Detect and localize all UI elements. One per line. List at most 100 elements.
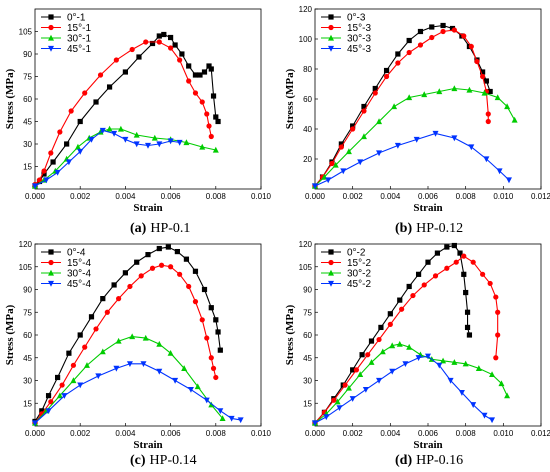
data-point bbox=[41, 168, 47, 174]
legend-marker bbox=[328, 249, 334, 255]
x-tick-label: 0.002 bbox=[343, 192, 364, 201]
data-point bbox=[213, 114, 219, 120]
legend-marker bbox=[48, 269, 54, 276]
series-3 bbox=[312, 85, 518, 189]
data-point bbox=[464, 324, 471, 331]
caption-label: (c) bbox=[130, 453, 146, 468]
data-point bbox=[208, 401, 215, 408]
data-point bbox=[116, 296, 122, 302]
data-point bbox=[464, 309, 471, 315]
y-tick-label: 20 bbox=[303, 155, 312, 164]
data-point bbox=[192, 299, 199, 305]
legend: 0°-115°-130°-145°-1 bbox=[41, 13, 91, 55]
data-point bbox=[312, 420, 318, 427]
data-point bbox=[368, 338, 375, 344]
series-line bbox=[314, 132, 510, 187]
series-4 bbox=[32, 361, 244, 427]
data-point bbox=[440, 28, 446, 35]
data-point bbox=[82, 90, 88, 96]
data-point bbox=[134, 259, 140, 265]
legend: 0°-315°-330°-345°-3 bbox=[321, 13, 371, 55]
x-tick-label: 0.000 bbox=[25, 192, 46, 201]
legend-label: 30°-4 bbox=[67, 269, 91, 280]
data-point bbox=[334, 398, 341, 405]
data-point bbox=[432, 273, 439, 279]
data-point bbox=[88, 136, 95, 143]
data-point bbox=[217, 347, 223, 353]
data-point bbox=[93, 99, 99, 105]
data-point bbox=[61, 393, 68, 399]
data-point bbox=[421, 91, 428, 98]
data-point bbox=[350, 367, 356, 373]
data-point bbox=[368, 359, 375, 365]
legend-marker bbox=[328, 24, 334, 31]
y-tick-label: 60 bbox=[23, 331, 32, 340]
legend-label: 30°-2 bbox=[347, 269, 371, 280]
data-point bbox=[106, 125, 113, 132]
y-tick-label: 90 bbox=[303, 286, 312, 295]
data-point bbox=[402, 361, 409, 368]
data-point bbox=[197, 72, 203, 78]
data-point bbox=[395, 51, 401, 57]
data-point bbox=[156, 368, 163, 375]
data-point bbox=[483, 78, 489, 84]
data-point bbox=[345, 384, 352, 391]
data-point bbox=[325, 177, 332, 184]
series-line bbox=[314, 255, 499, 424]
data-point bbox=[379, 348, 386, 355]
data-point bbox=[228, 415, 235, 422]
data-point bbox=[48, 150, 54, 156]
y-tick-label: 75 bbox=[23, 308, 32, 317]
data-point bbox=[378, 324, 384, 331]
data-point bbox=[359, 352, 365, 358]
y-tick-label: 75 bbox=[23, 73, 32, 82]
data-point bbox=[383, 73, 390, 80]
data-point bbox=[493, 294, 499, 300]
data-point bbox=[451, 27, 457, 33]
data-point bbox=[493, 355, 499, 361]
data-point bbox=[82, 344, 88, 350]
data-point bbox=[451, 135, 458, 142]
y-tick-label: 15 bbox=[303, 399, 312, 408]
caption-text: HP-0.12 bbox=[416, 221, 463, 236]
x-tick-label: 0.000 bbox=[25, 429, 46, 438]
data-point bbox=[156, 141, 163, 148]
series-2 bbox=[312, 27, 491, 189]
data-point bbox=[136, 54, 142, 60]
x-axis-label: Strain bbox=[413, 202, 442, 214]
data-point bbox=[444, 244, 450, 250]
data-point bbox=[48, 399, 54, 405]
y-tick-label: 100 bbox=[299, 35, 313, 44]
caption-label: (d) bbox=[395, 453, 412, 468]
series-1 bbox=[312, 22, 493, 189]
legend-label: 15°-3 bbox=[347, 23, 371, 34]
legend-marker bbox=[328, 14, 334, 20]
data-point bbox=[415, 271, 422, 277]
series-4 bbox=[312, 130, 512, 190]
data-point bbox=[140, 361, 147, 368]
data-point bbox=[362, 387, 369, 393]
data-point bbox=[376, 336, 382, 343]
data-point bbox=[57, 129, 63, 135]
series-line bbox=[34, 335, 224, 424]
data-point bbox=[365, 352, 371, 358]
data-point bbox=[361, 108, 367, 114]
data-point bbox=[396, 340, 403, 347]
series-2 bbox=[312, 253, 501, 426]
data-point bbox=[213, 374, 219, 381]
data-point bbox=[99, 348, 106, 355]
y-axis-label: Stress (MPa) bbox=[284, 304, 296, 365]
data-point bbox=[410, 292, 416, 299]
data-point bbox=[213, 317, 219, 323]
data-point bbox=[156, 245, 162, 252]
data-point bbox=[338, 144, 344, 150]
data-point bbox=[504, 392, 511, 399]
data-point bbox=[312, 183, 318, 190]
legend-marker bbox=[328, 34, 334, 41]
data-point bbox=[45, 393, 52, 399]
y-tick-label: 30 bbox=[23, 377, 32, 386]
data-point bbox=[208, 133, 214, 140]
x-axis-label: Strain bbox=[133, 202, 162, 214]
series-line bbox=[314, 244, 470, 424]
